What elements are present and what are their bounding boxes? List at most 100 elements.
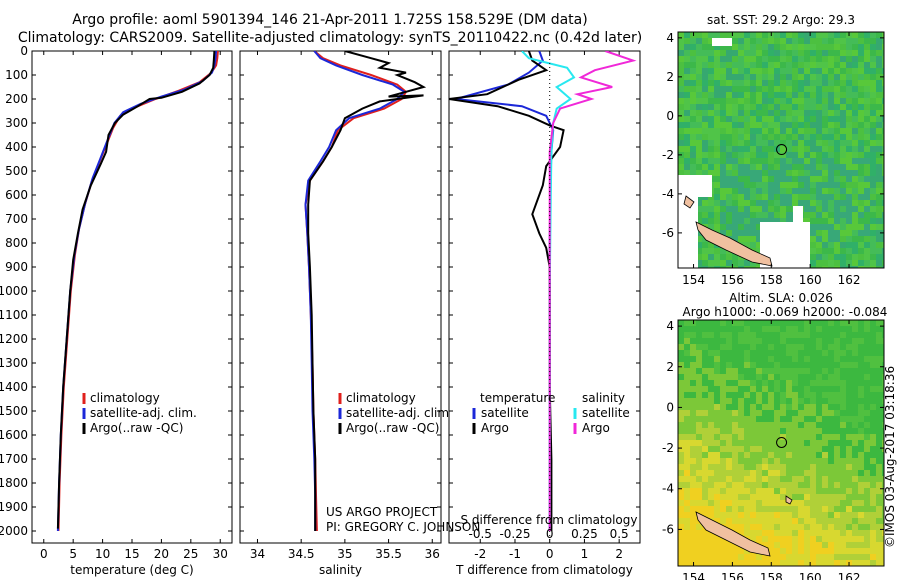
sst-map-grid-cell — [822, 92, 828, 98]
sla-map-grid-cell — [870, 356, 876, 362]
sst-map-nodata-patch — [678, 175, 712, 197]
sla-map-grid-cell — [858, 380, 864, 386]
sla-map-grid-cell — [846, 404, 852, 410]
sla-map-grid-cell — [732, 422, 738, 428]
sst-map-grid-cell — [810, 122, 816, 128]
sst-map-grid-cell — [798, 140, 804, 146]
sst-map-grid-cell — [762, 86, 768, 92]
sst-map-grid-cell — [870, 74, 876, 80]
sst-map-grid-cell — [816, 152, 822, 158]
sla-map-grid-cell — [846, 464, 852, 470]
sla-map-grid-cell — [882, 392, 884, 398]
sla-map-grid-cell — [756, 380, 762, 386]
sst-map-grid-cell — [798, 128, 804, 134]
sst-map-grid-cell — [852, 152, 858, 158]
sst-map-grid-cell — [762, 74, 768, 80]
credit-pi: PI: GREGORY C. JOHNSON — [326, 520, 480, 534]
sst-map-grid-cell — [840, 68, 846, 74]
sst-map-grid-cell — [864, 38, 870, 44]
sst-map-grid-cell — [834, 260, 840, 266]
sla-map-grid-cell — [696, 524, 702, 530]
sla-map-grid-cell — [750, 386, 756, 392]
sst-map-grid-cell — [744, 242, 750, 248]
sla-map-grid-cell — [816, 494, 822, 500]
sla-map-grid-cell — [840, 536, 846, 542]
sla-map-grid-cell — [726, 362, 732, 368]
sst-map-grid-cell — [714, 146, 720, 152]
sla-map-grid-cell — [846, 512, 852, 518]
sla-map-grid-cell — [852, 374, 858, 380]
sst-map-grid-cell — [882, 140, 884, 146]
sla-map-grid-cell — [684, 470, 690, 476]
sst-map-grid-cell — [828, 110, 834, 116]
sla-map-grid-cell — [822, 410, 828, 416]
sla-map-grid-cell — [750, 320, 756, 326]
sla-map-grid-cell — [762, 380, 768, 386]
sla-map-grid-cell — [684, 476, 690, 482]
sla-map-grid-cell — [852, 386, 858, 392]
sla-map-xtick-label: 154 — [682, 571, 705, 580]
sst-map-grid-cell — [774, 182, 780, 188]
sla-map-grid-cell — [792, 374, 798, 380]
sla-map-grid-cell — [732, 368, 738, 374]
sla-map-xtick-label: 158 — [760, 571, 783, 580]
sla-map-grid-cell — [750, 428, 756, 434]
sst-map-grid-cell — [720, 110, 726, 116]
sst-map-grid-cell — [702, 146, 708, 152]
sst-map-grid-cell — [720, 164, 726, 170]
sst-map-grid-cell — [684, 140, 690, 146]
sst-map-grid-cell — [786, 116, 792, 122]
sla-map-grid-cell — [684, 458, 690, 464]
sla-map-grid-cell — [834, 500, 840, 506]
sla-map-grid-cell — [738, 326, 744, 332]
sla-map-grid-cell — [684, 500, 690, 506]
sla-map-grid-cell — [708, 446, 714, 452]
sst-map-grid-cell — [834, 32, 840, 38]
sst-map-grid-cell — [870, 56, 876, 62]
sst-map-grid-cell — [678, 38, 684, 44]
sst-map-grid-cell — [792, 152, 798, 158]
sla-map-grid-cell — [768, 500, 774, 506]
sla-map-grid-cell — [702, 548, 708, 554]
sla-map-grid-cell — [678, 392, 684, 398]
sst-map-grid-cell — [810, 224, 816, 230]
temperature-frame — [31, 50, 233, 544]
sst-map-grid-cell — [840, 170, 846, 176]
sla-map-grid-cell — [774, 530, 780, 536]
sla-map-grid-cell — [798, 554, 804, 560]
sst-map-grid-cell — [774, 116, 780, 122]
sst-map-grid-cell — [882, 242, 884, 248]
sla-map-grid-cell — [678, 554, 684, 560]
sst-map-grid-cell — [738, 128, 744, 134]
sla-map-grid-cell — [834, 320, 840, 326]
sla-map-grid-cell — [738, 500, 744, 506]
sst-map-grid-cell — [858, 242, 864, 248]
sst-map-grid-cell — [690, 158, 696, 164]
sla-map-grid-cell — [750, 518, 756, 524]
sst-map-grid-cell — [708, 128, 714, 134]
sla-map-grid-cell — [696, 416, 702, 422]
sst-map-grid-cell — [816, 56, 822, 62]
sst-map-grid-cell — [876, 38, 882, 44]
sst-map-grid-cell — [756, 158, 762, 164]
sst-map-grid-cell — [780, 38, 786, 44]
sst-map-grid-cell — [792, 56, 798, 62]
sla-map-grid-cell — [798, 536, 804, 542]
sst-map-grid-cell — [720, 92, 726, 98]
sst-map-grid-cell — [870, 188, 876, 194]
sst-map-grid-cell — [792, 134, 798, 140]
sst-map-grid-cell — [684, 170, 690, 176]
sst-map-grid-cell — [852, 260, 858, 266]
sst-map-grid-cell — [876, 254, 882, 260]
sla-map-island — [785, 495, 793, 505]
sst-map-island — [695, 221, 773, 267]
sst-map-grid-cell — [780, 218, 786, 224]
sla-map-grid-cell — [768, 524, 774, 530]
sst-map-grid-cell — [792, 122, 798, 128]
sla-map-grid-cell — [834, 488, 840, 494]
sst-map-grid-cell — [858, 230, 864, 236]
sla-map-grid-cell — [780, 374, 786, 380]
sal-diff-tick-label: 0 — [546, 527, 554, 541]
sst-map-grid-cell — [726, 50, 732, 56]
sla-map-grid-cell — [846, 500, 852, 506]
